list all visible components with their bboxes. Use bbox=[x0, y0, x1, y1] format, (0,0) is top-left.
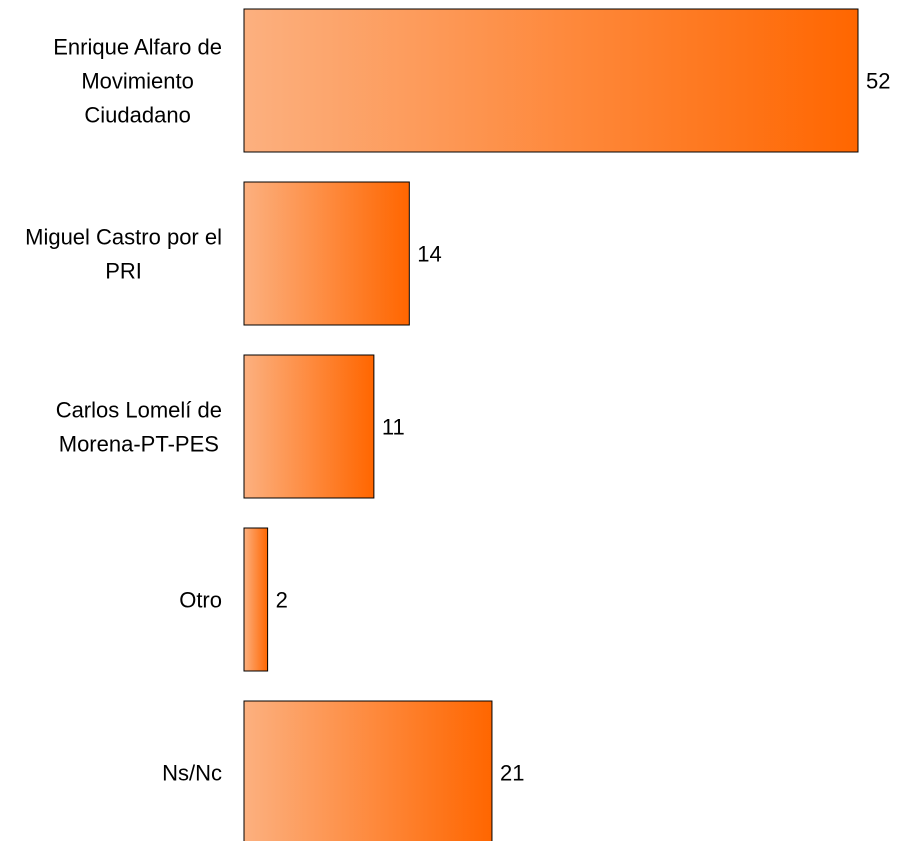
value-label-2: 11 bbox=[382, 415, 405, 440]
category-labels: Enrique Alfaro de Movimiento Ciudadano Migu… bbox=[25, 35, 222, 786]
category-label-line: Carlos Lomelí de bbox=[56, 398, 222, 423]
category-label-line: Ns/Nc bbox=[162, 761, 222, 786]
bar-3 bbox=[243, 527, 269, 672]
category-label-line: Otro bbox=[179, 588, 222, 613]
category-label-line: PRI bbox=[105, 259, 142, 284]
category-label-line: Movimiento bbox=[81, 69, 193, 94]
value-label-0: 52 bbox=[866, 69, 890, 94]
value-labels: 52 14 11 2 21 bbox=[276, 69, 891, 786]
bar-2 bbox=[243, 354, 375, 499]
value-label-3: 2 bbox=[276, 588, 288, 613]
category-label-3: Otro bbox=[179, 588, 222, 613]
bar-4 bbox=[243, 700, 493, 841]
category-label-2: Carlos Lomelí de Morena-PT-PES bbox=[56, 398, 222, 457]
value-label-1: 14 bbox=[417, 242, 441, 267]
category-label-4: Ns/Nc bbox=[162, 761, 222, 786]
bars-layer bbox=[243, 8, 859, 841]
category-label-0: Enrique Alfaro de Movimiento Ciudadano bbox=[53, 35, 222, 128]
category-label-line: Morena-PT-PES bbox=[59, 432, 219, 457]
category-label-line: Ciudadano bbox=[84, 103, 190, 128]
category-label-1: Miguel Castro por el PRI bbox=[25, 225, 222, 284]
category-label-line: Miguel Castro por el bbox=[25, 225, 222, 250]
bar-1 bbox=[243, 181, 410, 326]
category-label-line: Enrique Alfaro de bbox=[53, 35, 222, 60]
value-label-4: 21 bbox=[500, 761, 524, 786]
bar-0 bbox=[243, 8, 859, 153]
